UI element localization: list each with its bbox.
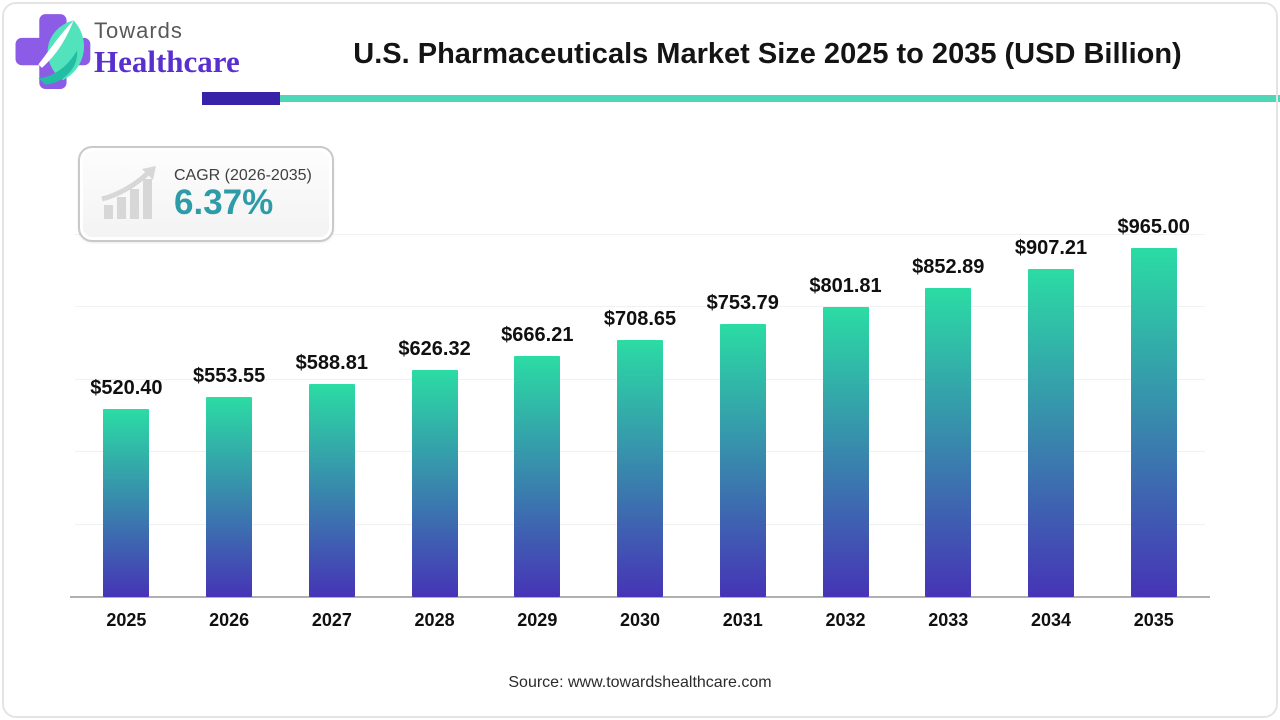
brand-logo: Towards Healthcare [12, 8, 240, 96]
bar-value-label: $520.40 [90, 376, 163, 399]
bar-value-label: $708.65 [603, 308, 677, 331]
bar-2029 [514, 355, 561, 597]
bar-2025 [103, 408, 150, 597]
x-axis-line [70, 596, 1210, 598]
x-tick-label: 2031 [722, 610, 763, 630]
bar-chart-plot: $520.40 $553.55 $588.81 $626.32 $666.21 $708.… [75, 216, 1205, 597]
x-tick-label: 2034 [1030, 610, 1071, 630]
x-tick-label: 2028 [414, 610, 455, 630]
brand-logo-text: Towards Healthcare [94, 18, 240, 80]
x-tick-label: 2027 [311, 610, 352, 630]
bar-value-label: $666.21 [501, 323, 574, 346]
bar-value-label: $588.81 [295, 351, 368, 374]
bar-2032 [822, 306, 869, 597]
bar-slot: $666.21 [486, 235, 589, 597]
x-axis-labels: 2025 2026 2027 2028 2029 2030 2031 2032 2033 2034… [75, 610, 1205, 631]
bar-slot: $520.40 [75, 235, 178, 597]
x-tick-label: 2029 [517, 610, 558, 630]
bar-slot: $708.65 [589, 235, 692, 597]
bar-slot: $965.00 [1102, 216, 1205, 597]
bar-slot: $626.32 [383, 235, 486, 597]
bar-2028 [411, 370, 458, 597]
bar-slot: $907.21 [1000, 235, 1103, 597]
chart-title: U.S. Pharmaceuticals Market Size 2025 to… [353, 38, 1182, 70]
bar-2033 [925, 288, 972, 597]
bar-value-label: $907.21 [1014, 236, 1088, 259]
logo-towards: Towards [94, 18, 183, 43]
bar-value-label: $852.89 [912, 256, 985, 279]
bar-value-label: $753.79 [706, 292, 779, 315]
bar-slot: $852.89 [897, 235, 1000, 597]
bar-slot: $588.81 [280, 235, 383, 597]
x-tick-label: 2025 [106, 610, 147, 630]
bar-2030 [617, 340, 664, 597]
bar-slot: $801.81 [794, 235, 897, 597]
gridline [75, 306, 1205, 308]
title-underline-purple [202, 92, 280, 105]
bar-2027 [308, 383, 355, 597]
x-tick-label: 2035 [1133, 610, 1174, 630]
x-tick-label: 2030 [620, 610, 661, 630]
bar-value-label: $801.81 [809, 274, 882, 297]
bar-2031 [719, 324, 766, 597]
cagr-badge: CAGR (2026-2035) 6.37% [78, 146, 334, 242]
cagr-label: CAGR (2026-2035) [174, 166, 312, 184]
bar-2026 [206, 396, 253, 597]
source-text: Source: www.towardshealthcare.com [508, 674, 772, 691]
bar-2035 [1130, 247, 1177, 597]
bar-value-label: $965.00 [1117, 215, 1190, 238]
title-underline-teal [280, 95, 1280, 102]
bar-2034 [1027, 268, 1074, 597]
bar-slot: $753.79 [691, 235, 794, 597]
growth-chart-icon [101, 166, 156, 219]
gridline [75, 234, 1205, 235]
healthcare-cross-leaf-icon [15, 14, 91, 89]
x-tick-label: 2026 [209, 610, 250, 630]
bar-slot: $553.55 [178, 235, 281, 597]
bar-value-label: $626.32 [398, 338, 471, 361]
x-tick-label: 2033 [928, 610, 969, 630]
cagr-value: 6.37% [174, 182, 274, 222]
x-tick-label: 2032 [825, 610, 866, 630]
logo-healthcare: Healthcare [94, 44, 240, 79]
bar-value-label: $553.55 [192, 364, 266, 387]
